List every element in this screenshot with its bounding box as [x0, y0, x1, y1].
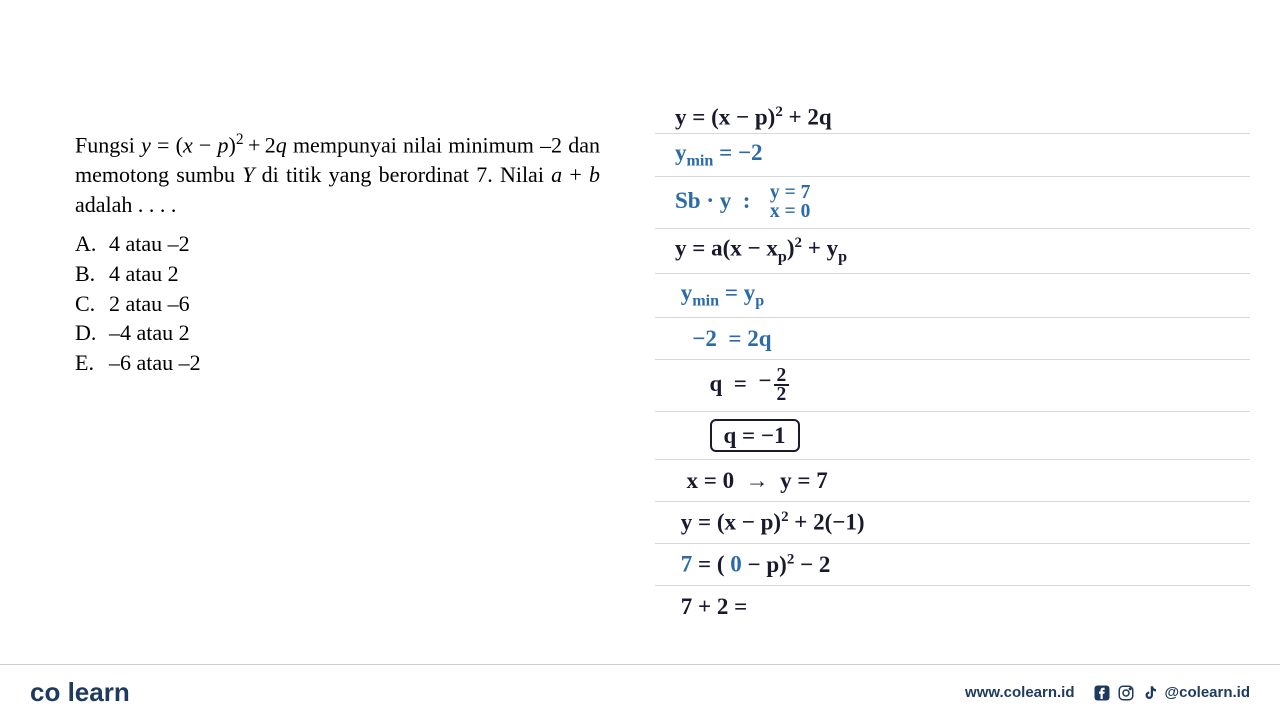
footer-url: www.colearn.id: [965, 684, 1074, 701]
option-d: D. –4 atau 2: [75, 318, 600, 348]
logo-part2: learn: [68, 677, 130, 707]
option-text: –4 atau 2: [109, 318, 190, 348]
solution-line-6: −2 = 2q: [655, 318, 1250, 360]
option-letter: B.: [75, 259, 109, 289]
solution-line-12: 7 + 2 =: [655, 586, 1250, 628]
logo: co learn: [30, 677, 130, 708]
solution-line-5: ymin = yp: [655, 274, 1250, 318]
facebook-icon: [1093, 684, 1111, 702]
option-letter: E.: [75, 348, 109, 378]
logo-dot: [60, 677, 67, 707]
solution-line-10: y = (x − p)2 + 2(−1): [655, 502, 1250, 544]
option-text: 4 atau 2: [109, 259, 179, 289]
options-list: A. 4 atau –2 B. 4 atau 2 C. 2 atau –6 D.…: [75, 229, 600, 377]
social-handle: @colearn.id: [1165, 684, 1250, 701]
solution-line-3: Sb · y : y = 7x = 0: [655, 177, 1250, 229]
footer: co learn www.colearn.id @colearn.id: [0, 664, 1280, 720]
solution-line-8: q = −1: [655, 412, 1250, 460]
tiktok-icon: [1141, 684, 1159, 702]
option-letter: C.: [75, 289, 109, 319]
solution-line-2: ymin = −2: [655, 133, 1250, 178]
question-text: Fungsi y = (x − p)2 + 2q mempunyai nilai…: [75, 130, 600, 219]
solution-line-7: q = −22: [655, 360, 1250, 412]
solution-line-11: 7 = ( 0 − p)2 − 2: [655, 544, 1250, 586]
option-letter: D.: [75, 318, 109, 348]
option-e: E. –6 atau –2: [75, 348, 600, 378]
option-a: A. 4 atau –2: [75, 229, 600, 259]
question-panel: Fungsi y = (x − p)2 + 2q mempunyai nilai…: [0, 0, 640, 660]
solution-line-1: y = (x − p)2 + 2q: [655, 105, 1250, 129]
solution-line-4: y = a(x − xp)2 + yp: [655, 229, 1250, 273]
option-letter: A.: [75, 229, 109, 259]
option-text: –6 atau –2: [109, 348, 201, 378]
option-b: B. 4 atau 2: [75, 259, 600, 289]
logo-part1: co: [30, 677, 60, 707]
option-c: C. 2 atau –6: [75, 289, 600, 319]
solution-line-9: x = 0 → y = 7: [655, 460, 1250, 502]
solution-panel: y = (x − p)2 + 2q ymin = −2 Sb · y : y =…: [640, 0, 1280, 660]
boxed-result: q = −1: [710, 419, 800, 452]
instagram-icon: [1117, 684, 1135, 702]
option-text: 4 atau –2: [109, 229, 190, 259]
footer-right: www.colearn.id @colearn.id: [965, 684, 1250, 702]
option-text: 2 atau –6: [109, 289, 190, 319]
social-icons: @colearn.id: [1093, 684, 1250, 702]
